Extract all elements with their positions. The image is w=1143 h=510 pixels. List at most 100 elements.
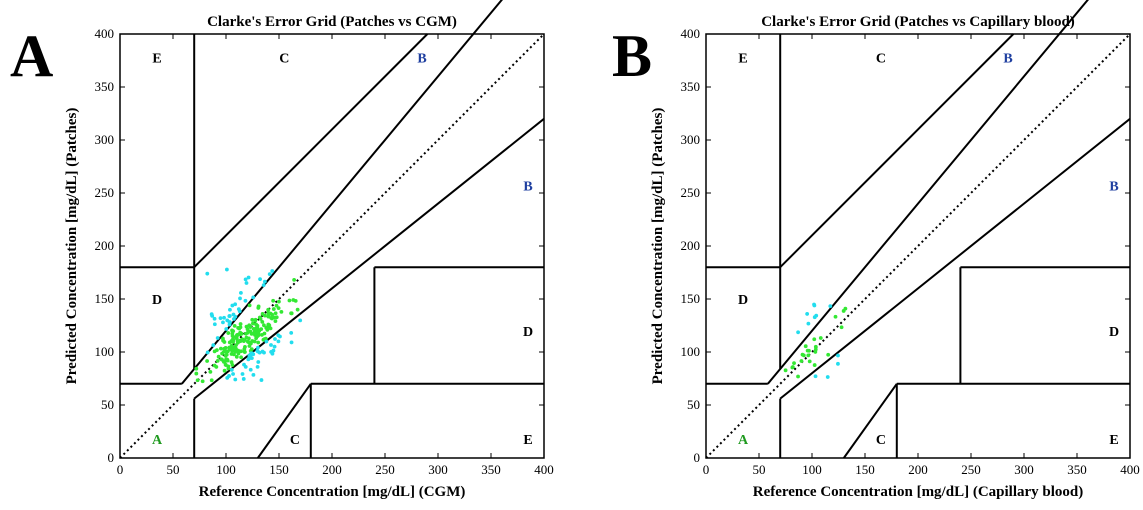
data-point bbox=[239, 290, 243, 295]
data-point bbox=[825, 375, 830, 379]
data-point bbox=[266, 307, 271, 312]
data-point bbox=[269, 343, 273, 347]
data-point bbox=[271, 307, 276, 311]
data-point bbox=[262, 279, 267, 284]
data-point bbox=[836, 353, 840, 358]
data-point bbox=[812, 337, 817, 342]
data-point bbox=[233, 377, 238, 382]
data-point bbox=[248, 367, 253, 372]
data-point bbox=[783, 368, 788, 373]
data-point bbox=[247, 344, 252, 348]
data-point bbox=[227, 347, 232, 352]
data-point bbox=[264, 339, 269, 344]
zone-label-d: D bbox=[523, 325, 533, 340]
data-point bbox=[805, 312, 810, 316]
data-point bbox=[247, 303, 252, 308]
x-tick-label: 250 bbox=[375, 462, 395, 477]
data-point bbox=[278, 334, 282, 339]
data-point bbox=[263, 313, 267, 318]
data-point bbox=[295, 307, 300, 312]
data-point bbox=[271, 348, 276, 353]
x-tick-label: 300 bbox=[1014, 462, 1034, 477]
data-point bbox=[221, 336, 225, 341]
data-point bbox=[258, 277, 262, 282]
data-point bbox=[273, 319, 278, 324]
data-point bbox=[269, 315, 274, 320]
data-point bbox=[792, 361, 796, 366]
data-point bbox=[215, 336, 220, 340]
data-point bbox=[812, 302, 816, 307]
data-point bbox=[251, 321, 255, 326]
data-point bbox=[218, 316, 223, 321]
y-tick-label: 350 bbox=[95, 79, 115, 94]
data-point bbox=[212, 349, 217, 354]
x-tick-label: 100 bbox=[216, 462, 236, 477]
data-point bbox=[252, 330, 257, 335]
data-point bbox=[232, 323, 237, 328]
y-tick-label: 300 bbox=[681, 132, 701, 147]
chart-panel-a: A Clarke's Error Grid (Patches vs CGM) 0 5… bbox=[0, 0, 571, 505]
data-point bbox=[195, 378, 200, 383]
data-point bbox=[249, 356, 254, 361]
y-tick-label: 200 bbox=[95, 238, 115, 253]
data-point bbox=[839, 325, 844, 330]
x-tick-label: 350 bbox=[1067, 462, 1087, 477]
y-tick-label: 100 bbox=[681, 344, 701, 359]
zone-label-e: E bbox=[738, 51, 747, 66]
panel-label: B bbox=[612, 23, 653, 89]
data-point bbox=[212, 363, 217, 368]
y-tick-label: 350 bbox=[681, 79, 701, 94]
zone-a-upper-boundary bbox=[181, 0, 503, 385]
data-point bbox=[228, 320, 232, 325]
data-point bbox=[209, 312, 214, 317]
data-point bbox=[253, 318, 258, 323]
x-tick-label: 0 bbox=[117, 462, 124, 477]
data-point bbox=[801, 353, 806, 358]
data-point bbox=[270, 312, 274, 317]
panel-label: A bbox=[10, 23, 54, 89]
data-point bbox=[222, 368, 227, 373]
data-point bbox=[268, 326, 273, 331]
data-point bbox=[260, 319, 265, 324]
data-point bbox=[276, 306, 281, 311]
data-point bbox=[228, 307, 232, 312]
data-point bbox=[271, 298, 276, 303]
x-axis-label: Reference Concentration [mg/dL] (CGM) bbox=[199, 484, 466, 500]
zone-c-lower-boundary bbox=[256, 383, 312, 459]
data-point bbox=[243, 277, 248, 282]
data-point bbox=[261, 283, 266, 288]
data-point bbox=[239, 349, 244, 354]
zone-label-d: D bbox=[152, 293, 162, 308]
x-tick-label: 0 bbox=[703, 462, 710, 477]
zone-label-e: E bbox=[1109, 433, 1118, 448]
data-point bbox=[251, 326, 256, 331]
y-axis-label: Predicted Concentration [mg/dL] (Patches… bbox=[650, 108, 666, 385]
data-point bbox=[240, 372, 245, 376]
x-tick-label: 400 bbox=[534, 462, 554, 477]
data-point bbox=[267, 272, 272, 276]
zone-label-d: D bbox=[1109, 325, 1119, 340]
data-point bbox=[224, 357, 228, 362]
zone-a-lower-boundary bbox=[193, 118, 545, 400]
data-point bbox=[806, 321, 811, 326]
zone-label-b: B bbox=[1109, 180, 1118, 195]
zone-label-b: B bbox=[1003, 51, 1012, 66]
identity-line bbox=[705, 33, 1131, 459]
data-point bbox=[229, 367, 234, 372]
data-point bbox=[255, 348, 260, 353]
data-point bbox=[222, 340, 227, 344]
data-point bbox=[254, 322, 258, 327]
data-point bbox=[255, 364, 260, 369]
zone-a-upper-boundary bbox=[767, 0, 1089, 385]
data-point bbox=[212, 322, 217, 327]
data-point bbox=[836, 361, 840, 366]
zone-label-a: A bbox=[152, 433, 163, 448]
data-point bbox=[267, 323, 272, 328]
data-point bbox=[205, 350, 210, 355]
data-point bbox=[796, 330, 800, 335]
chart-title: Clarke's Error Grid (Patches vs Capillar… bbox=[761, 14, 1075, 30]
data-point bbox=[251, 372, 256, 377]
data-point bbox=[194, 371, 199, 376]
data-point bbox=[238, 322, 243, 326]
data-point bbox=[230, 363, 235, 367]
